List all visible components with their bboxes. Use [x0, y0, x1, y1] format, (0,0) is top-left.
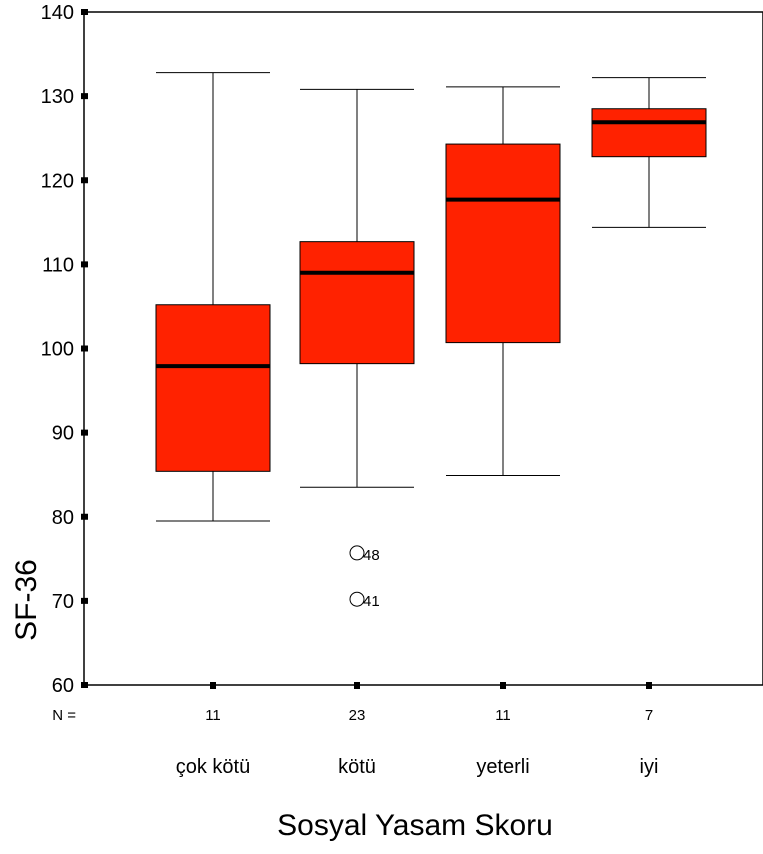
y-tick-mark — [81, 597, 88, 604]
y-tick-label: 140 — [41, 2, 74, 24]
y-axis-title: SF-36 — [10, 559, 43, 641]
y-tick-label: 110 — [42, 254, 74, 276]
y-tick-mark — [81, 429, 88, 436]
outlier-point — [349, 591, 365, 607]
n-count-label: 7 — [645, 707, 653, 724]
y-tick-mark — [81, 93, 88, 100]
n-count-label: 23 — [349, 707, 366, 724]
y-tick-mark — [81, 682, 88, 688]
category-label: çok kötü — [176, 756, 250, 778]
x-tick-mark — [354, 682, 360, 689]
x-axis: 11 çok kötü 23 kötü 11 yeterli 7 iyi — [176, 682, 659, 778]
category-label: yeterli — [476, 756, 529, 778]
y-tick-label: 60 — [52, 675, 74, 697]
y-axis: 60 70 80 90 100 110 120 130 140 — [41, 2, 88, 697]
iqr-box — [299, 241, 415, 365]
y-tick-label: 90 — [52, 423, 74, 445]
iqr-box — [155, 304, 271, 472]
y-tick-label: 130 — [41, 86, 74, 108]
y-tick-label: 100 — [41, 339, 74, 361]
y-tick-mark — [81, 345, 88, 352]
n-count-label: 11 — [495, 707, 511, 724]
box-2: 48 41 — [299, 88, 415, 610]
y-tick-mark — [81, 9, 88, 15]
category-label: kötü — [338, 756, 376, 778]
outlier-point — [349, 545, 365, 561]
outlier-label: 41 — [363, 593, 380, 610]
boxes-group: 48 41 — [155, 72, 707, 610]
n-count-label: 11 — [205, 707, 221, 724]
iqr-box — [445, 143, 561, 344]
x-axis-title: Sosyal Yasam Skoru — [277, 809, 553, 842]
y-tick-mark — [81, 261, 88, 268]
x-tick-mark — [646, 682, 652, 689]
box-3 — [445, 86, 561, 477]
outlier-label: 48 — [363, 547, 380, 564]
y-tick-mark — [81, 177, 88, 184]
y-tick-label: 120 — [41, 170, 74, 192]
box-4 — [591, 77, 707, 228]
y-tick-label: 70 — [52, 591, 74, 613]
y-tick-mark — [81, 513, 88, 520]
x-tick-mark — [210, 682, 216, 689]
box-1 — [155, 72, 271, 522]
category-label: iyi — [640, 756, 659, 778]
iqr-box — [591, 108, 707, 158]
n-prefix-label: N = — [52, 707, 76, 724]
x-tick-mark — [500, 682, 506, 689]
y-tick-label: 80 — [52, 507, 74, 529]
